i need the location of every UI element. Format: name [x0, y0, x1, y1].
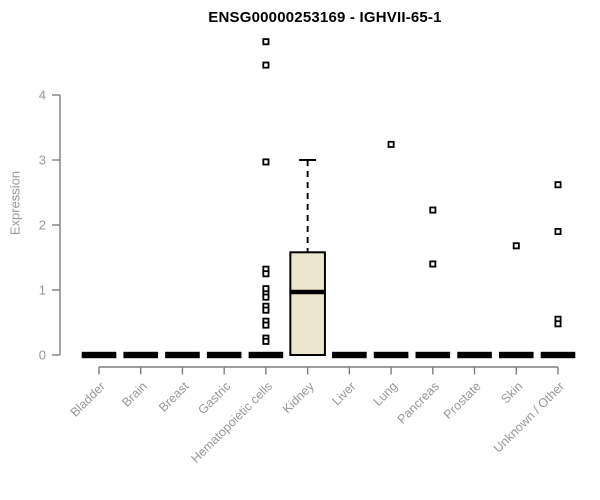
flat-box [248, 351, 284, 359]
outlier-marker [429, 206, 437, 214]
flat-box [373, 351, 409, 359]
x-tick-label: Breast [156, 379, 192, 415]
x-tick-label: Brain [119, 379, 150, 410]
outlier-marker [262, 158, 270, 166]
flat-box [415, 351, 451, 359]
outlier-marker [262, 293, 270, 301]
x-tick-label: Hematopoietic cells [188, 379, 275, 466]
x-tick-label: Kidney [280, 379, 317, 416]
flat-box [332, 351, 367, 359]
y-tick-label: 4 [39, 88, 46, 103]
box [289, 251, 326, 356]
y-tick-label: 0 [39, 348, 46, 363]
x-tick-label: Liver [329, 379, 358, 408]
outlier-marker [262, 321, 270, 329]
y-tick-label: 2 [39, 218, 46, 233]
y-tick-label: 3 [39, 153, 46, 168]
outlier-marker [262, 337, 270, 345]
x-tick-label: Pancreas [395, 379, 442, 426]
y-tick-label: 1 [39, 283, 46, 298]
outlier-marker [554, 320, 562, 328]
outlier-marker [262, 38, 270, 46]
outlier-marker [262, 61, 270, 69]
flat-box [540, 351, 576, 359]
outlier-marker [262, 306, 270, 314]
flat-box [206, 351, 242, 359]
flat-box [123, 351, 159, 359]
x-tick-label: Lung [371, 379, 401, 409]
outlier-marker [429, 260, 437, 268]
x-tick-label: Bladder [68, 379, 108, 419]
x-tick-label: Gastric [195, 379, 233, 417]
outlier-marker [387, 140, 395, 148]
outlier-marker [554, 181, 562, 189]
flat-box [457, 351, 492, 359]
flat-box [498, 351, 534, 359]
x-tick-label: Skin [498, 379, 525, 406]
flat-box [81, 351, 117, 359]
outlier-marker [262, 270, 270, 278]
flat-box [165, 351, 200, 359]
outlier-marker [512, 242, 520, 250]
chart-title: ENSG00000253169 - IGHVII-65-1 [208, 9, 442, 26]
x-tick-label: Prostate [441, 379, 484, 422]
x-tick-label: Unknown / Other [491, 379, 567, 455]
outlier-marker [554, 227, 562, 235]
